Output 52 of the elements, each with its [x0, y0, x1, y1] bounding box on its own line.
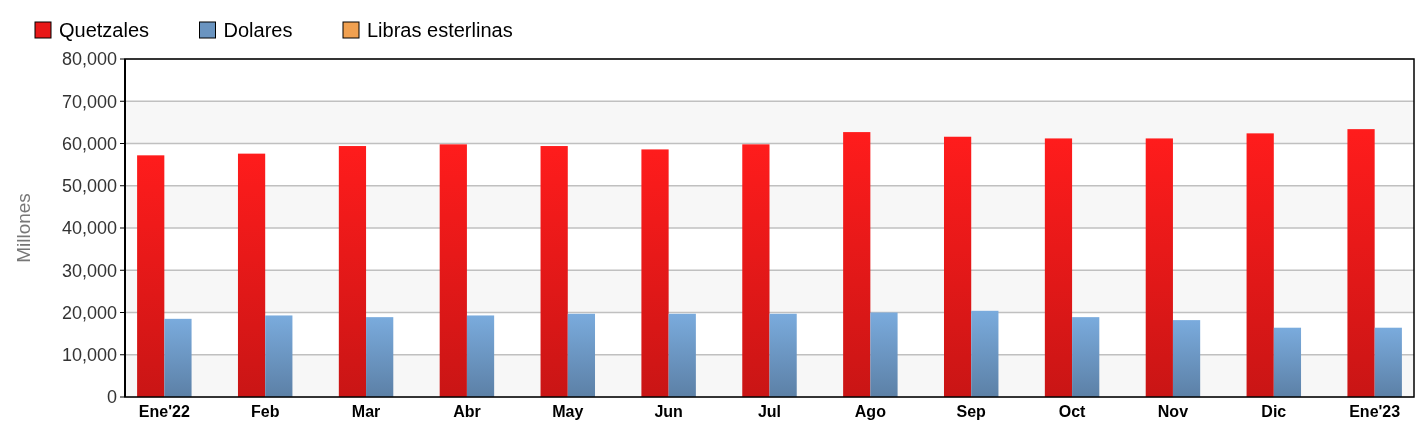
bar	[870, 312, 898, 397]
y-tick-label: 20,000	[61, 302, 117, 323]
x-tick-label: Feb	[250, 403, 280, 420]
y-tick-label: 70,000	[61, 91, 117, 112]
bar	[843, 132, 871, 397]
bar	[1273, 327, 1302, 397]
y-tick-label: 10,000	[61, 345, 117, 366]
legend-label: Dolares	[223, 19, 293, 41]
bar	[137, 155, 165, 397]
bar	[1347, 129, 1375, 397]
x-tick-label: Nov	[1157, 403, 1189, 420]
legend-label: Libras esterlinas	[367, 19, 513, 41]
y-tick-label: 0	[106, 387, 117, 408]
legend-label: Quetzales	[59, 19, 150, 41]
bar	[366, 317, 394, 397]
x-tick-label: Ene'23	[1349, 403, 1401, 420]
x-tick-label: Jul	[757, 403, 782, 420]
bar	[1044, 138, 1073, 397]
bar	[1374, 327, 1402, 397]
bar	[742, 144, 770, 397]
bar	[668, 313, 696, 397]
bar	[1072, 317, 1100, 397]
bar	[540, 146, 568, 397]
x-tick-label: Abr	[453, 403, 481, 420]
x-tick-label: Jun	[654, 403, 683, 420]
bar	[439, 144, 467, 397]
y-tick-label: 40,000	[61, 218, 117, 239]
y-tick-label: 30,000	[61, 260, 117, 281]
x-tick-label: Dic	[1261, 403, 1287, 420]
bar	[338, 146, 367, 397]
x-tick-label: Oct	[1058, 403, 1087, 420]
x-tick-label: May	[552, 403, 584, 420]
bar	[641, 149, 669, 397]
bar	[567, 313, 596, 397]
x-tick-label: Mar	[351, 403, 381, 420]
bar	[943, 136, 972, 397]
x-tick-label: Ago	[854, 403, 887, 420]
bar	[769, 313, 797, 397]
y-tick-label: 50,000	[61, 176, 117, 197]
bar	[1172, 320, 1201, 397]
bar	[265, 315, 293, 397]
bar	[237, 153, 266, 397]
y-axis-title: Millones	[13, 193, 34, 263]
bar	[1145, 138, 1173, 397]
bar	[971, 310, 999, 397]
y-tick-label: 60,000	[61, 133, 117, 154]
x-tick-label: Sep	[956, 403, 987, 420]
x-tick-label: Ene'22	[138, 403, 190, 420]
y-tick-label: 80,000	[61, 49, 117, 70]
bar	[466, 315, 495, 397]
bar	[164, 318, 192, 397]
bar	[1246, 133, 1274, 397]
